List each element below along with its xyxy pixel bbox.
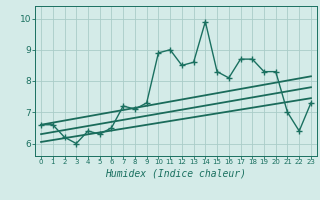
X-axis label: Humidex (Indice chaleur): Humidex (Indice chaleur)	[106, 168, 246, 178]
